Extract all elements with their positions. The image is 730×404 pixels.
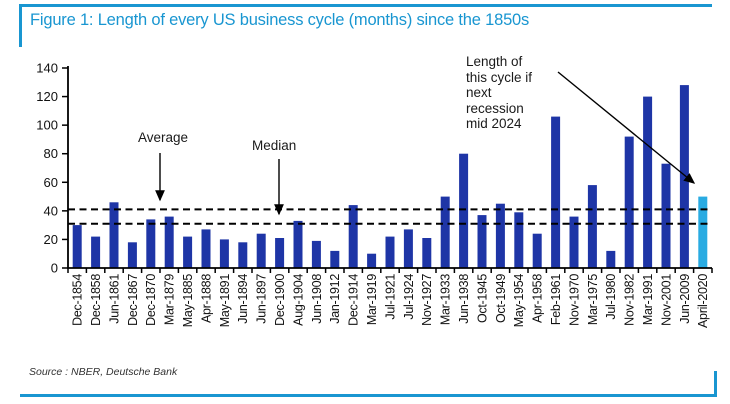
x-tick-label-Mar-1933: Mar-1933 xyxy=(439,274,453,325)
y-tick-label: 0 xyxy=(51,261,58,276)
bar-Feb-1961 xyxy=(551,116,561,268)
bar-Nov-2001 xyxy=(661,163,671,268)
x-tick-label-May-1954: May-1954 xyxy=(512,274,526,328)
y-tick-label: 60 xyxy=(44,175,58,190)
bar-Nov-1927 xyxy=(422,238,432,268)
x-tick-label-Mar-1975: Mar-1975 xyxy=(586,274,600,325)
x-tick-label-Jul-1921: Jul-1921 xyxy=(383,274,397,320)
source-note: Source : NBER, Deutsche Bank xyxy=(29,366,178,378)
x-tick-label-Jun-1861: Jun-1861 xyxy=(107,274,121,324)
y-tick-label: 140 xyxy=(36,61,58,76)
bar-April-2020 xyxy=(698,196,708,268)
y-tick-label: 40 xyxy=(44,203,58,218)
bar-Jul-1980 xyxy=(606,250,616,268)
annotation-arrows-group xyxy=(155,71,696,216)
top-border-line xyxy=(19,4,712,7)
bar-Nov-1982 xyxy=(624,136,634,268)
figure-title: Figure 1: Length of every US business cy… xyxy=(30,11,530,29)
x-tick-label-Dec-1854: Dec-1854 xyxy=(71,274,85,326)
x-tick-label-Oct-1945: Oct-1945 xyxy=(475,274,489,323)
bar-May-1891 xyxy=(219,239,229,268)
x-tick-label-Jul-1924: Jul-1924 xyxy=(402,274,416,320)
bar-Jun-1897 xyxy=(256,233,266,268)
bottom-border-line xyxy=(20,394,717,397)
bar-Mar-1879 xyxy=(164,216,174,268)
bar-Jul-1921 xyxy=(385,236,395,268)
bar-May-1885 xyxy=(183,236,193,268)
x-tick-label-Nov-1970: Nov-1970 xyxy=(567,274,581,326)
bar-Oct-1949 xyxy=(495,203,505,268)
x-tick-label-Dec-1870: Dec-1870 xyxy=(144,274,158,326)
bar-Dec-1914 xyxy=(348,205,358,268)
bar-Dec-1870 xyxy=(146,219,156,268)
current-cycle-annotation: Length of this cycle if next recession m… xyxy=(466,54,533,131)
y-tick-label: 80 xyxy=(44,146,58,161)
x-tick-label-Apr-1958: Apr-1958 xyxy=(531,274,545,323)
x-tick-label-Mar-1919: Mar-1919 xyxy=(365,274,379,325)
x-tick-label-Jun-1938: Jun-1938 xyxy=(457,274,471,324)
source-right-border-line xyxy=(714,371,717,397)
bar-Jun-1894 xyxy=(238,242,248,268)
bar-Apr-1958 xyxy=(532,233,542,268)
bar-Mar-1919 xyxy=(367,253,377,268)
x-tick-label-Mar-1879: Mar-1879 xyxy=(163,274,177,325)
x-tick-label-Mar-1991: Mar-1991 xyxy=(641,274,655,325)
x-tick-label-Dec-1914: Dec-1914 xyxy=(347,274,361,326)
bar-May-1954 xyxy=(514,212,524,268)
bars-group xyxy=(72,85,708,268)
x-tick-label-Apr-1888: Apr-1888 xyxy=(199,274,213,323)
cycle-note-arrow xyxy=(557,71,696,184)
x-tick-label-Feb-1961: Feb-1961 xyxy=(549,274,563,325)
x-tick-label-May-1891: May-1891 xyxy=(218,274,232,328)
bar-Mar-1933 xyxy=(440,196,450,268)
bar-Mar-1975 xyxy=(587,185,597,268)
y-tick-label: 20 xyxy=(44,232,58,247)
x-tick-label-Jan-1912: Jan-1912 xyxy=(328,274,342,324)
bar-Oct-1945 xyxy=(477,215,487,268)
bar-Dec-1900 xyxy=(275,238,285,268)
x-tick-label-Aug-1904: Aug-1904 xyxy=(291,274,305,326)
x-tick-label-Dec-1867: Dec-1867 xyxy=(126,274,140,326)
bar-Dec-1854 xyxy=(72,225,82,268)
bar-Mar-1991 xyxy=(643,96,653,268)
title-left-border-line xyxy=(19,4,22,47)
reference-lines-group xyxy=(68,208,712,225)
bar-Jun-1908 xyxy=(311,240,321,268)
bar-Dec-1858 xyxy=(91,236,101,268)
bar-Apr-1888 xyxy=(201,229,211,268)
x-tick-label-Jun-1894: Jun-1894 xyxy=(236,274,250,324)
axes-group xyxy=(62,66,713,273)
bar-Jul-1924 xyxy=(403,229,413,268)
bar-Dec-1867 xyxy=(127,242,137,268)
x-tick-label-Jul-1980: Jul-1980 xyxy=(604,274,618,320)
bar-Jun-2009 xyxy=(679,85,689,268)
x-tick-label-Jun-1908: Jun-1908 xyxy=(310,274,324,324)
x-tick-label-April-2020: April-2020 xyxy=(696,274,710,328)
bar-Nov-1970 xyxy=(569,216,579,268)
y-tick-label: 120 xyxy=(36,89,58,104)
y-tick-label: 100 xyxy=(36,118,58,133)
x-tick-label-Dec-1900: Dec-1900 xyxy=(273,274,287,326)
x-tick-label-May-1885: May-1885 xyxy=(181,274,195,328)
average-line-label: Average xyxy=(138,130,189,145)
x-tick-label-Nov-1927: Nov-1927 xyxy=(420,274,434,326)
median-line-label: Median xyxy=(252,138,297,153)
bar-Jan-1912 xyxy=(330,250,340,268)
bar-Jun-1938 xyxy=(459,153,469,268)
axis-labels-group: 0 20 40 60 80 100 120 140 Dec-1854 Dec-1858 Jun-18… xyxy=(36,61,710,328)
bar-Aug-1904 xyxy=(293,220,303,268)
bar-Jun-1861 xyxy=(109,202,119,268)
x-tick-label-Nov-2001: Nov-2001 xyxy=(659,274,673,326)
x-tick-label-Jun-2009: Jun-2009 xyxy=(678,274,692,324)
x-tick-label-Dec-1858: Dec-1858 xyxy=(89,274,103,326)
x-tick-label-Jun-1897: Jun-1897 xyxy=(255,274,269,324)
x-tick-label-Nov-1982: Nov-1982 xyxy=(623,274,637,326)
x-tick-label-Oct-1949: Oct-1949 xyxy=(494,274,508,323)
